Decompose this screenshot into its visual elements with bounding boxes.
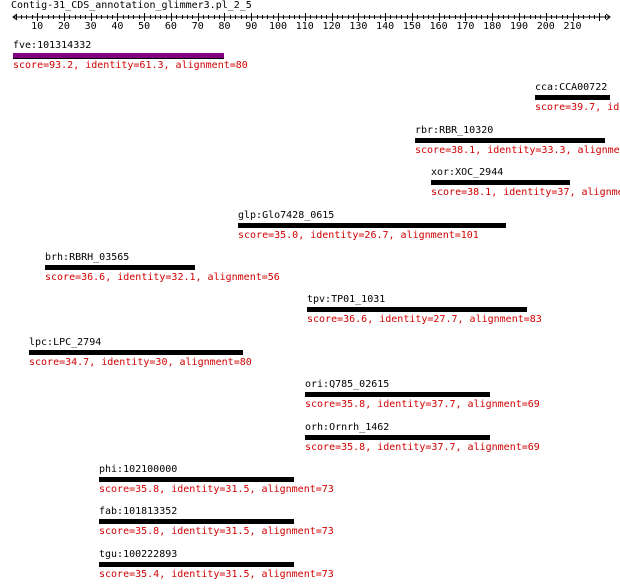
hit-alignment-bar <box>13 53 224 59</box>
hit-label: rbr:RBR_10320 <box>415 125 494 136</box>
hit-alignment-bar <box>99 477 294 482</box>
diagram-title: Contig-31_CDS_annotation_glimmer3.pl_2_5 <box>11 0 252 11</box>
hit-alignment-bar <box>535 95 610 100</box>
axis-tick-label: 80 <box>218 21 231 32</box>
hit-score: score=34.7, identity=30, alignment=80 <box>29 357 252 368</box>
hit-score: score=93.2, identity=61.3, alignment=80 <box>13 60 248 71</box>
axis-right-arrow <box>605 13 611 21</box>
hit-score: score=35.8, identity=37.7, alignment=69 <box>305 399 540 410</box>
axis-tick-label: 160 <box>429 21 448 32</box>
hit-label: brh:RBRH_03565 <box>45 252 130 263</box>
axis-tick-label: 180 <box>483 21 502 32</box>
hit-alignment-bar <box>238 223 506 228</box>
hit-alignment-bar <box>305 435 490 440</box>
hit-alignment-bar <box>99 519 294 524</box>
hit-label: cca:CCA00722 <box>535 82 608 93</box>
hit-score: score=35.8, identity=37.7, alignment=69 <box>305 442 540 453</box>
hit-label: tgu:100222893 <box>99 549 178 560</box>
axis-tick-label: 40 <box>111 21 124 32</box>
axis-tick-label: 130 <box>349 21 368 32</box>
axis-tick-label: 150 <box>402 21 421 32</box>
axis-tick-label: 70 <box>191 21 204 32</box>
axis-tick-label: 210 <box>563 21 582 32</box>
hit-alignment-bar <box>45 265 195 270</box>
axis-left-arrow <box>12 13 18 21</box>
hit-label: fab:101813352 <box>99 506 178 517</box>
axis-tick-label: 190 <box>509 21 528 32</box>
hit-alignment-bar <box>307 307 527 312</box>
hit-label: tpv:TP01_1031 <box>307 294 386 305</box>
hit-alignment-bar <box>305 392 490 397</box>
axis-tick-label: 10 <box>31 21 44 32</box>
hit-label: fve:101314332 <box>13 40 92 51</box>
hit-score: score=36.6, identity=32.1, alignment=56 <box>45 272 280 283</box>
hit-label: xor:XOC_2944 <box>431 167 504 178</box>
axis-tick-label: 30 <box>84 21 97 32</box>
hit-score: score=39.7, identity=42.9, alignment=35 <box>535 102 620 113</box>
hit-label: glp:Glo7428_0615 <box>238 210 335 221</box>
hit-score: score=35.8, identity=31.5, alignment=73 <box>99 526 334 537</box>
hit-alignment-bar <box>431 180 570 185</box>
hit-label: lpc:LPC_2794 <box>29 337 102 348</box>
hit-score: score=38.1, identity=33.3, alignment=60 <box>415 145 620 156</box>
axis-tick-label: 110 <box>295 21 314 32</box>
hit-score: score=35.0, identity=26.7, alignment=101 <box>238 230 479 241</box>
axis-tick-label: 120 <box>322 21 341 32</box>
hit-label: ori:Q785_02615 <box>305 379 390 390</box>
axis-tick-label: 90 <box>245 21 258 32</box>
axis-tick-label: 170 <box>456 21 475 32</box>
hit-score: score=38.1, identity=37, alignment=54 <box>431 187 620 198</box>
hit-score: score=35.8, identity=31.5, alignment=73 <box>99 484 334 495</box>
axis-tick-label: 50 <box>138 21 151 32</box>
hit-alignment-bar <box>415 138 605 143</box>
axis-tick-label: 140 <box>376 21 395 32</box>
hit-alignment-bar <box>99 562 294 567</box>
hit-label: orh:Ornrh_1462 <box>305 422 390 433</box>
hit-alignment-bar <box>29 350 243 355</box>
axis-tick-label: 60 <box>164 21 177 32</box>
coordinate-axis <box>12 13 611 21</box>
axis-tick-label: 100 <box>269 21 288 32</box>
hit-score: score=35.4, identity=31.5, alignment=73 <box>99 569 334 580</box>
axis-tick-label: 200 <box>536 21 555 32</box>
hit-label: phi:102100000 <box>99 464 178 475</box>
hit-score: score=36.6, identity=27.7, alignment=83 <box>307 314 542 325</box>
axis-tick-label: 20 <box>57 21 70 32</box>
